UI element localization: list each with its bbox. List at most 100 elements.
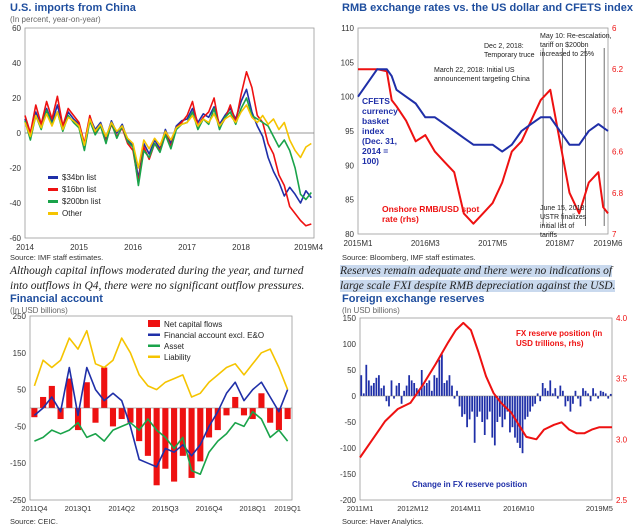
fx-bar — [423, 385, 426, 396]
fx-bar — [587, 393, 589, 396]
rmb-ytick-left-label: 100 — [341, 93, 355, 102]
rmb-ytick-left-label: 105 — [341, 58, 355, 67]
fin-bar — [153, 408, 160, 486]
imports-legend-swatch — [48, 176, 58, 179]
fx-bar — [393, 396, 395, 399]
fin-bar — [267, 408, 274, 423]
rmb-annotation-dec2: Dec 2, 2018: Temporary truce — [484, 43, 535, 59]
fx-bar — [375, 377, 378, 396]
fx-subtitle: (In USD billions) — [342, 306, 400, 315]
fx-bar — [582, 388, 584, 396]
fx-ytick-left-label: -100 — [340, 444, 357, 453]
fin-bar — [127, 408, 134, 423]
rmb-chart: 110 105 100 95 90 85 80 6 6.2 6.4 6.6 6.8 7 2015M1 201… — [341, 24, 624, 248]
fin-bar — [136, 408, 143, 442]
fx-bar — [420, 370, 423, 396]
fin-ytick-label: 150 — [13, 349, 27, 358]
imports-xtick-label: 2016 — [124, 243, 142, 252]
fin-source: Source: CEIC. — [10, 517, 58, 526]
fin-series-line — [33, 329, 289, 398]
fin-bar — [240, 408, 248, 416]
fx-ytick-left-label: -200 — [340, 496, 357, 505]
fin-bar — [223, 408, 230, 416]
imports-ytick-label: -20 — [9, 164, 21, 173]
fin-xtick-label: 2016Q4 — [196, 504, 223, 513]
fx-bar — [488, 396, 491, 412]
fin-bar — [205, 408, 213, 438]
fin-bar — [197, 408, 204, 462]
fx-bar — [556, 396, 559, 399]
fin-legend-label: Financial account excl. E&O — [164, 331, 264, 340]
imports-legend-swatch — [48, 188, 58, 191]
fx-ytick-left-label: 100 — [343, 340, 357, 349]
fin-xtick-label: 2015Q3 — [152, 504, 179, 513]
fx-bar — [453, 396, 456, 399]
fx-bar — [551, 393, 554, 396]
imports-legend-label: Other — [62, 209, 82, 218]
fx-ytick-right-label: 3.5 — [616, 375, 628, 384]
fx-ytick-right-label: 2.5 — [616, 496, 628, 505]
fx-bar — [385, 396, 388, 402]
fx-bar — [534, 396, 537, 404]
rmb-ytick-left-label: 95 — [345, 127, 354, 136]
fin-ytick-label: 50 — [17, 386, 26, 395]
fin-title: Financial account — [10, 293, 103, 305]
fx-reserve-line — [359, 321, 612, 459]
fin-xtick-label: 2014Q2 — [108, 504, 135, 513]
fin-bar — [179, 408, 186, 456]
fx-bar — [597, 396, 600, 399]
fx-bar — [516, 396, 519, 443]
fx-bar — [589, 396, 592, 402]
rmb-xtick-label: 2016M3 — [411, 239, 440, 248]
fx-bar — [451, 385, 453, 396]
imports-ytick-label: 0 — [17, 129, 22, 138]
fx-bar — [481, 396, 484, 422]
fx-bar — [471, 396, 474, 412]
fin-bar — [188, 408, 195, 478]
rmb-annotation-march22: March 22, 2018: Initial US announcement t… — [434, 67, 530, 83]
rmb-spot-line — [358, 68, 609, 225]
rmb-source: Source: Bloomberg, IMF staff estimates. — [342, 253, 476, 262]
fx-bar — [388, 396, 390, 407]
fin-legend-swatch — [148, 320, 160, 327]
fx-bar — [519, 396, 521, 448]
fx-bar — [456, 390, 458, 396]
fx-bar — [408, 375, 411, 396]
fx-xtick-label: 2014M11 — [450, 504, 481, 513]
fx-title: Foreign exchange reserves — [342, 293, 485, 305]
fx-bar — [410, 380, 413, 396]
fx-ytick-right-label: 4.0 — [616, 314, 628, 323]
rmb-ytick-right-label: 6.4 — [612, 106, 624, 115]
fx-bar — [577, 396, 579, 399]
fin-legend-swatch — [148, 344, 160, 347]
rmb-ytick-left-label: 90 — [345, 161, 354, 170]
fx-bar — [446, 380, 448, 396]
fx-bar — [579, 396, 582, 407]
fin-ytick-label: -50 — [14, 422, 26, 431]
fx-bar — [448, 375, 451, 396]
fin-bar — [275, 408, 282, 431]
fin-bar — [171, 408, 178, 482]
imports-ytick-label: 40 — [12, 59, 21, 68]
fin-bar — [83, 382, 90, 408]
rmb-ytick-right-label: 6.8 — [612, 189, 624, 198]
fin-ytick-label: -150 — [10, 459, 27, 468]
fin-bar — [232, 396, 239, 408]
fx-bar — [529, 396, 531, 412]
fin-bar — [92, 408, 99, 423]
imports-legend-label: $16bn list — [62, 185, 97, 194]
fin-legend-swatch — [148, 355, 160, 358]
fx-bar — [383, 385, 385, 396]
fx-bar — [413, 383, 416, 396]
fin-bar — [109, 408, 117, 427]
fx-bar — [466, 396, 468, 428]
fin-xtick-label: 2011Q4 — [21, 504, 47, 513]
imports-legend-label: $200bn list — [62, 197, 101, 206]
fin-legend-label: Asset — [164, 342, 185, 351]
imports-legend-swatch — [48, 200, 58, 203]
rmb-ytick-left-label: 80 — [345, 230, 354, 239]
fx-bar — [365, 364, 368, 396]
fx-bar — [574, 390, 577, 396]
fx-bar — [430, 390, 433, 396]
